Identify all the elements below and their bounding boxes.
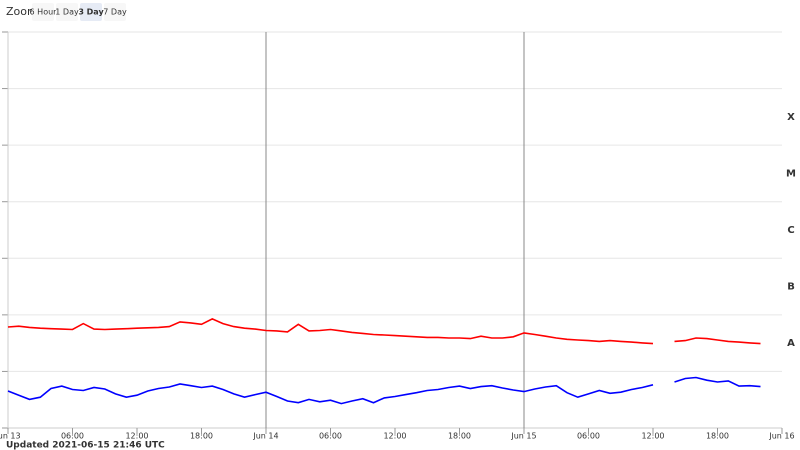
flare-class-label: B: [787, 282, 795, 293]
flare-class-label: X: [787, 112, 795, 123]
x-tick-label: 12:00: [383, 432, 406, 441]
x-tick-label: 06:00: [61, 432, 84, 441]
flare-class-label: A: [787, 338, 795, 349]
x-tick-label: 12:00: [125, 432, 148, 441]
zoom-button-label[interactable]: 6 Hour: [30, 8, 58, 17]
flux-line: [7, 376, 761, 405]
x-tick-label: Jun 14: [252, 432, 278, 441]
x-tick-label: Jun 15: [510, 432, 536, 441]
x-tick-label: 18:00: [190, 432, 213, 441]
updated-text: Updated 2021-06-15 21:46 UTC: [6, 441, 165, 450]
x-tick-label: 18:00: [448, 432, 471, 441]
x-tick-label: 06:00: [577, 432, 600, 441]
zoom-button[interactable]: [56, 3, 78, 21]
zoom-button[interactable]: [80, 3, 102, 21]
flare-class-label: M: [786, 168, 796, 179]
zoom-label: Zoom: [6, 5, 38, 18]
x-tick-label: 18:00: [706, 432, 729, 441]
zoom-button-label[interactable]: 3 Day: [78, 8, 104, 17]
zoom-button[interactable]: [104, 3, 126, 21]
flux-line: [7, 318, 761, 345]
zoom-button-label[interactable]: 1 Day: [55, 8, 79, 17]
x-tick-label: 06:00: [319, 432, 342, 441]
zoom-button[interactable]: [32, 3, 54, 21]
x-tick-label: 12:00: [641, 432, 664, 441]
x-tick-label: Jun 16: [768, 432, 794, 441]
zoom-button-label[interactable]: 7 Day: [103, 8, 127, 17]
flare-class-label: C: [787, 225, 794, 236]
x-tick-label: Jun 13: [0, 432, 21, 441]
